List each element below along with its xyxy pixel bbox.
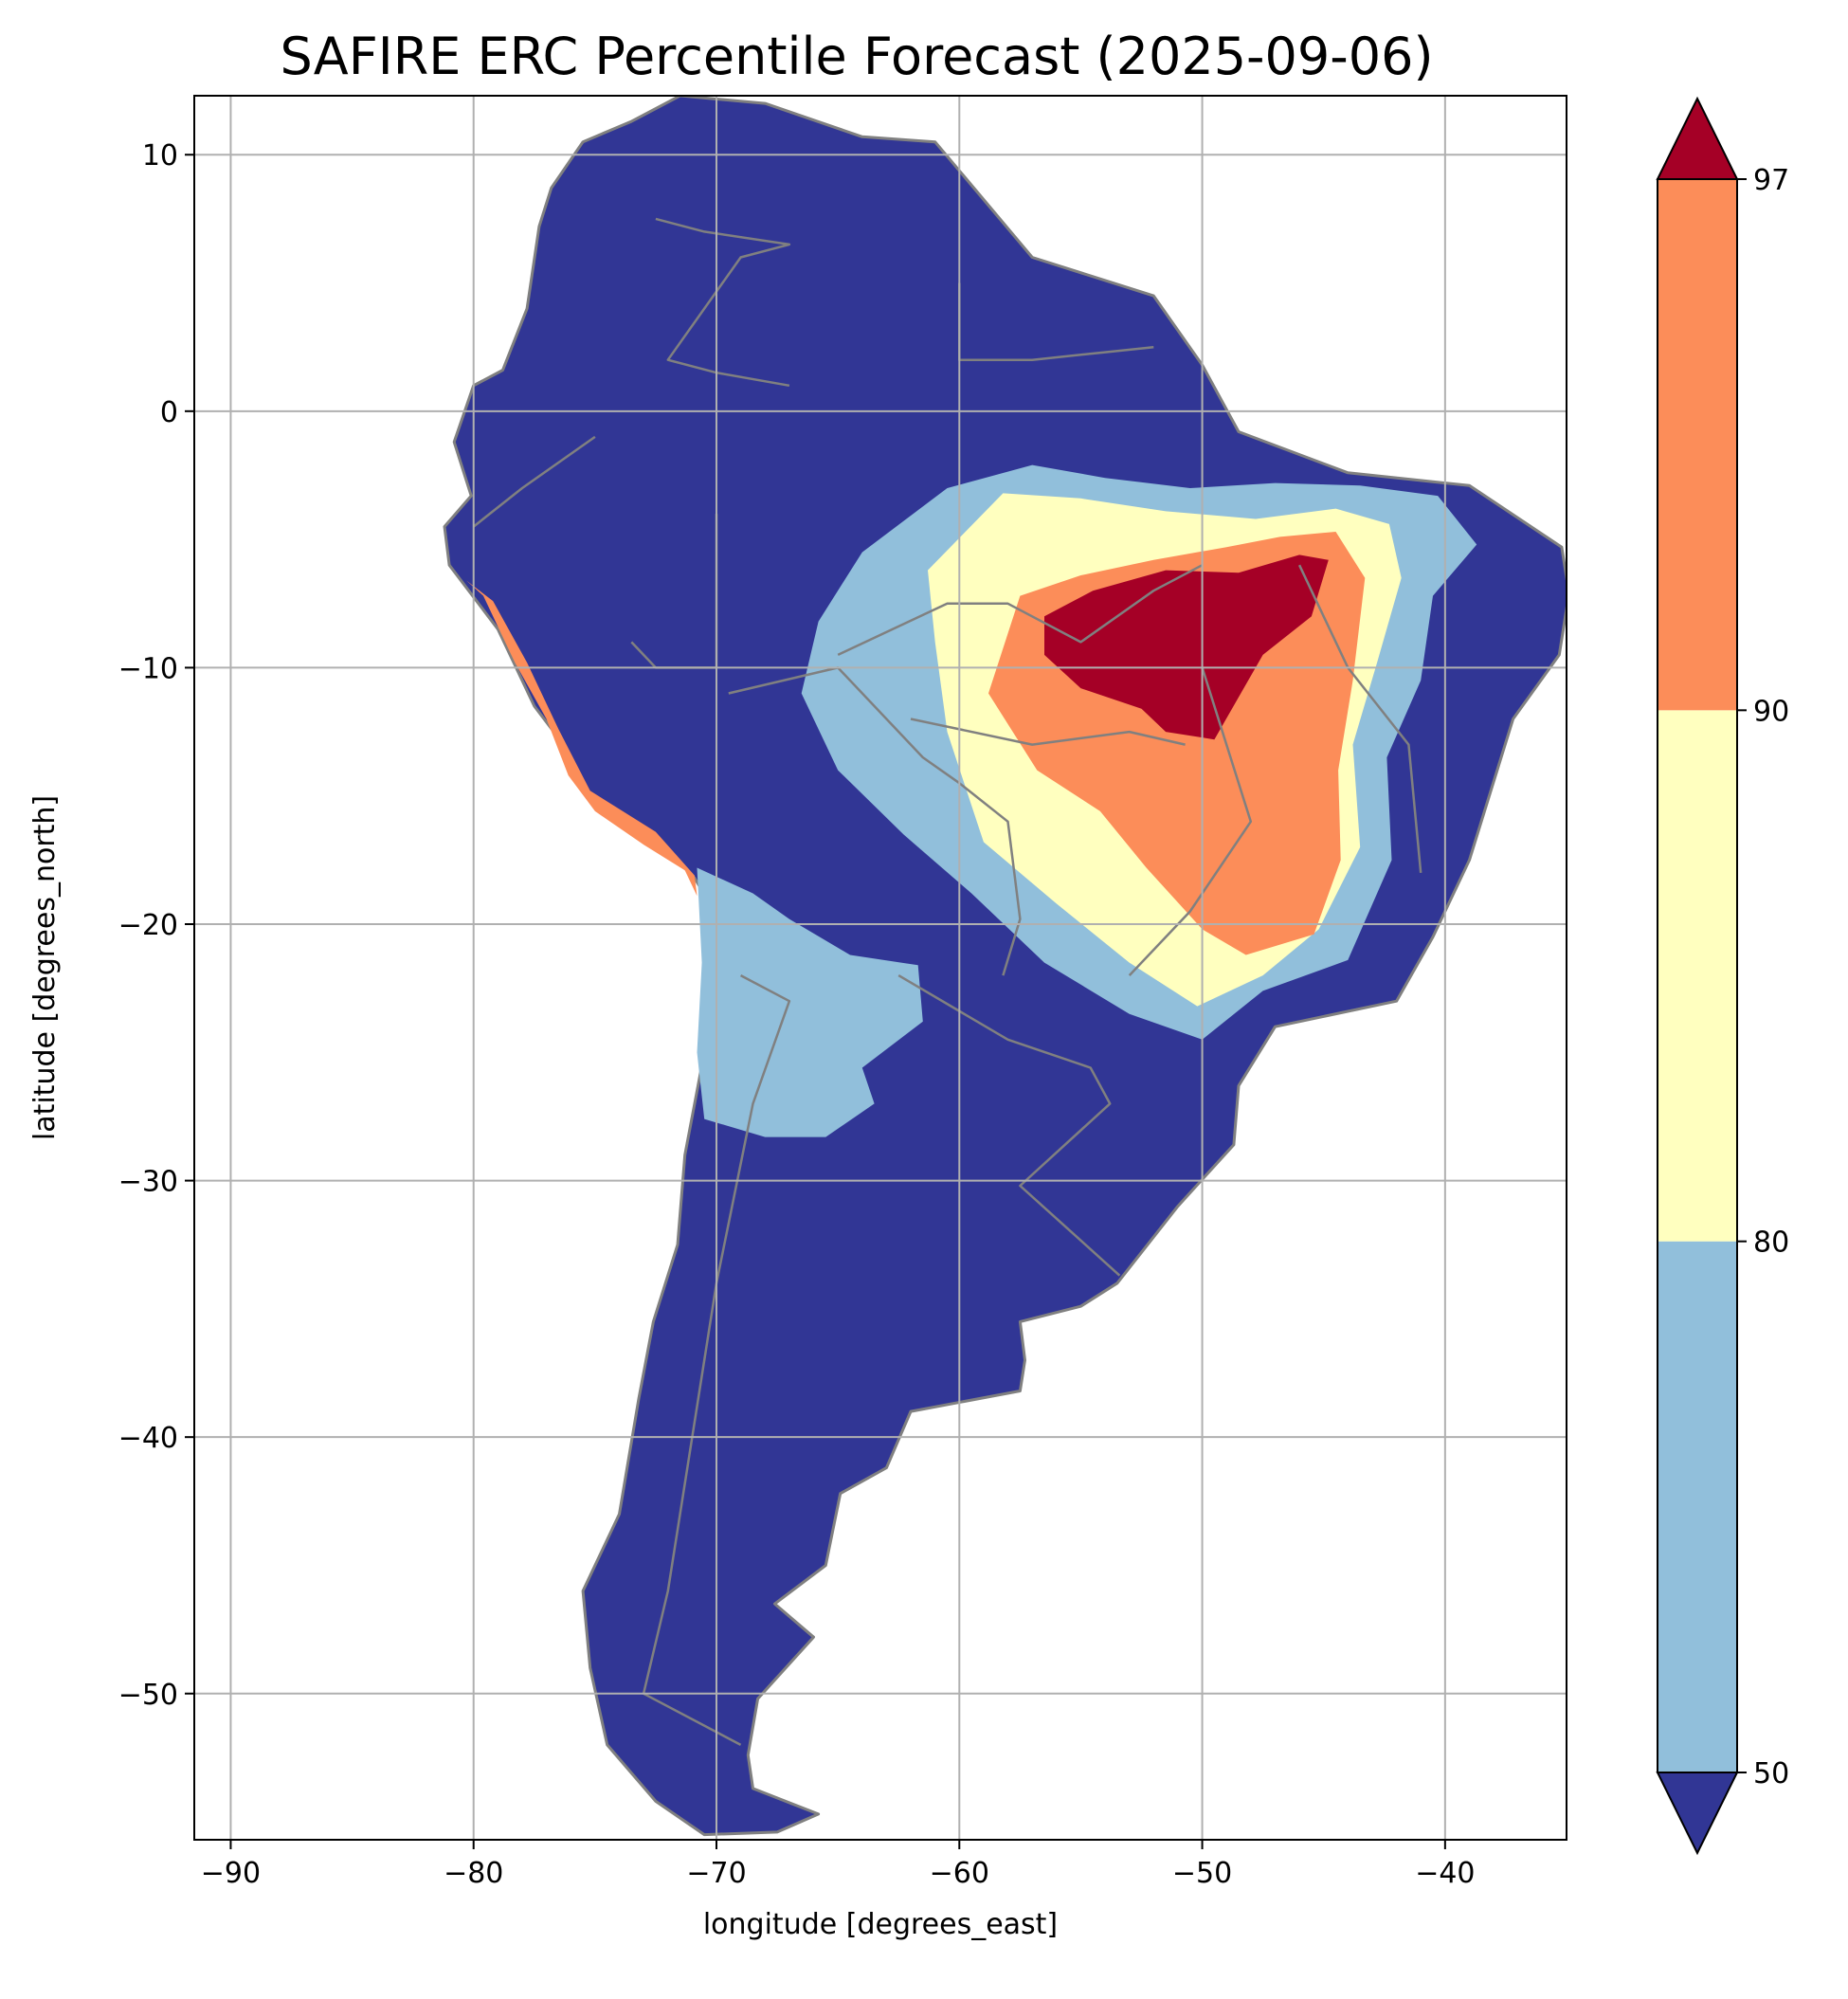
- y-tick-label: −50: [118, 1679, 178, 1712]
- region-para-mato-grosso-above-97: [1044, 554, 1329, 740]
- region-peru-coast-p90-97: [466, 580, 698, 897]
- colorbar: 50 80 90 97: [1656, 96, 1789, 1856]
- y-axis: 10 0 −10 −20 −30 −40 −50: [118, 139, 194, 1712]
- grid-layer: [194, 96, 1567, 1840]
- y-axis-label: latitude [degrees_north]: [28, 795, 62, 1140]
- colorbar-tick-label: 97: [1753, 164, 1789, 197]
- x-tick-label: −70: [686, 1857, 746, 1890]
- colorbar-extend-over: [1656, 96, 1739, 180]
- y-tick-label: −10: [118, 652, 178, 685]
- x-axis: −90 −80 −70 −60 −50 −40: [201, 1840, 1476, 1890]
- chart-title: SAFIRE ERC Percentile Forecast (2025-09-…: [280, 27, 1433, 86]
- plot-frame: [193, 95, 1567, 1841]
- border-line: [642, 973, 791, 1747]
- x-tick-label: −80: [444, 1857, 503, 1890]
- colorbar-frame: [1657, 178, 1738, 1773]
- border-line: [910, 718, 1186, 746]
- border-line: [472, 435, 596, 528]
- x-axis-label: longitude [degrees_east]: [703, 1908, 1058, 1941]
- region-altiplano-chaco-p50-80: [697, 867, 923, 1137]
- colorbar-tick-label: 50: [1753, 1757, 1789, 1790]
- plot-area: [193, 95, 1567, 1841]
- x-tick-label: −60: [930, 1857, 989, 1890]
- x-tick-label: −90: [201, 1857, 261, 1890]
- y-tick-label: −30: [118, 1166, 178, 1199]
- colorbar-bin: [1658, 179, 1737, 711]
- colorbar-bin: [1658, 1241, 1737, 1772]
- y-tick-label: 0: [160, 396, 178, 429]
- y-tick-label: −20: [118, 909, 178, 942]
- border-line: [837, 564, 1204, 657]
- y-tick-label: −40: [118, 1422, 178, 1455]
- map-layer: [443, 96, 1567, 1837]
- colorbar-tick-label: 90: [1753, 695, 1789, 728]
- border-line: [1128, 667, 1253, 976]
- x-tick-label: −50: [1172, 1857, 1232, 1890]
- border-line: [1297, 564, 1422, 874]
- colorbar-tick-label: 80: [1753, 1227, 1789, 1260]
- y-tick-label: 10: [142, 139, 178, 173]
- colorbar-extend-under: [1656, 1772, 1739, 1856]
- colorbar-bin: [1658, 710, 1737, 1242]
- border-line: [897, 974, 1121, 1277]
- x-tick-label: −40: [1415, 1857, 1475, 1890]
